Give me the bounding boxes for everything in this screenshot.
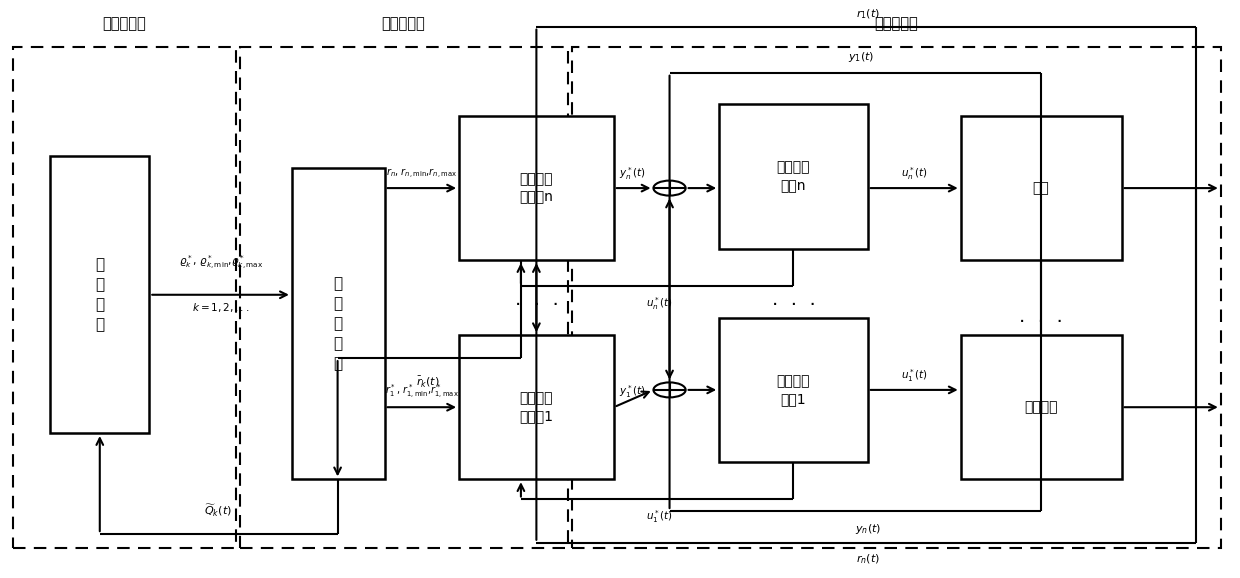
Text: 运行优化
与控制1: 运行优化 与控制1 (520, 391, 553, 424)
Bar (719, 318, 868, 462)
Text: $r_1^*$, $r_{1,\min}^*$,$r_{1,\max}^*$: $r_1^*$, $r_{1,\min}^*$,$r_{1,\max}^*$ (384, 383, 459, 401)
Text: 加氢精制: 加氢精制 (1024, 400, 1058, 414)
Text: $\varrho_k^*$, $\varrho_{k,\min}^*$,$\varrho_{k,\max}^*$: $\varrho_k^*$, $\varrho_{k,\min}^*$,$\va… (179, 254, 263, 272)
Text: 计划调度层: 计划调度层 (103, 16, 146, 31)
Text: $r_n(t)$: $r_n(t)$ (856, 552, 879, 566)
Bar (459, 335, 614, 479)
Text: 过程控制
系统n: 过程控制 系统n (776, 160, 810, 192)
Text: $u_1^*(t)$: $u_1^*(t)$ (646, 509, 673, 525)
Bar (291, 168, 384, 479)
Bar (961, 335, 1122, 479)
Text: $y_1(t)$: $y_1(t)$ (848, 50, 874, 64)
Bar (239, 47, 568, 549)
Text: 过程控制
系统1: 过程控制 系统1 (776, 374, 810, 406)
Bar (459, 116, 614, 260)
Text: $r_n$, $r_{n,\min}$,$r_{n,\max}$: $r_n$, $r_{n,\min}$,$r_{n,\max}$ (386, 166, 458, 181)
Bar (572, 47, 1220, 549)
Text: $r_1(t)$: $r_1(t)$ (856, 7, 879, 21)
Text: 计
划
调
度: 计 划 调 度 (95, 258, 104, 332)
Text: $y_n(t)$: $y_n(t)$ (854, 523, 880, 536)
Text: $\bar{r}_k(t)$: $\bar{r}_k(t)$ (417, 374, 440, 388)
Text: $y_1^*(t)$: $y_1^*(t)$ (619, 383, 646, 400)
Bar (719, 105, 868, 249)
Text: $y_n^*(t)$: $y_n^*(t)$ (619, 165, 646, 182)
Text: ·  ·  ·: · · · (515, 295, 558, 314)
Text: $u_n^*(t)$: $u_n^*(t)$ (901, 165, 929, 182)
Text: 实时优化层: 实时优化层 (382, 16, 425, 31)
Bar (961, 116, 1122, 260)
Text: $\widetilde{Q}_k(t)$: $\widetilde{Q}_k(t)$ (203, 503, 232, 519)
Bar (51, 157, 149, 433)
Bar (14, 47, 236, 549)
Text: $u_n^*(t)$: $u_n^*(t)$ (646, 295, 673, 312)
Text: 过程控制层: 过程控制层 (874, 16, 918, 31)
Text: ·  ·  ·: · · · (771, 295, 815, 314)
Text: 运行优化
与控制n: 运行优化 与控制n (520, 172, 553, 204)
Text: $k=1,2,...$: $k=1,2,...$ (192, 301, 250, 314)
Text: 分馏: 分馏 (1033, 181, 1049, 195)
Text: $u_1^*(t)$: $u_1^*(t)$ (901, 367, 929, 384)
Text: ·  ·  ·: · · · (1019, 313, 1063, 332)
Text: 工
艺
技
术
部: 工 艺 技 术 部 (334, 276, 342, 370)
